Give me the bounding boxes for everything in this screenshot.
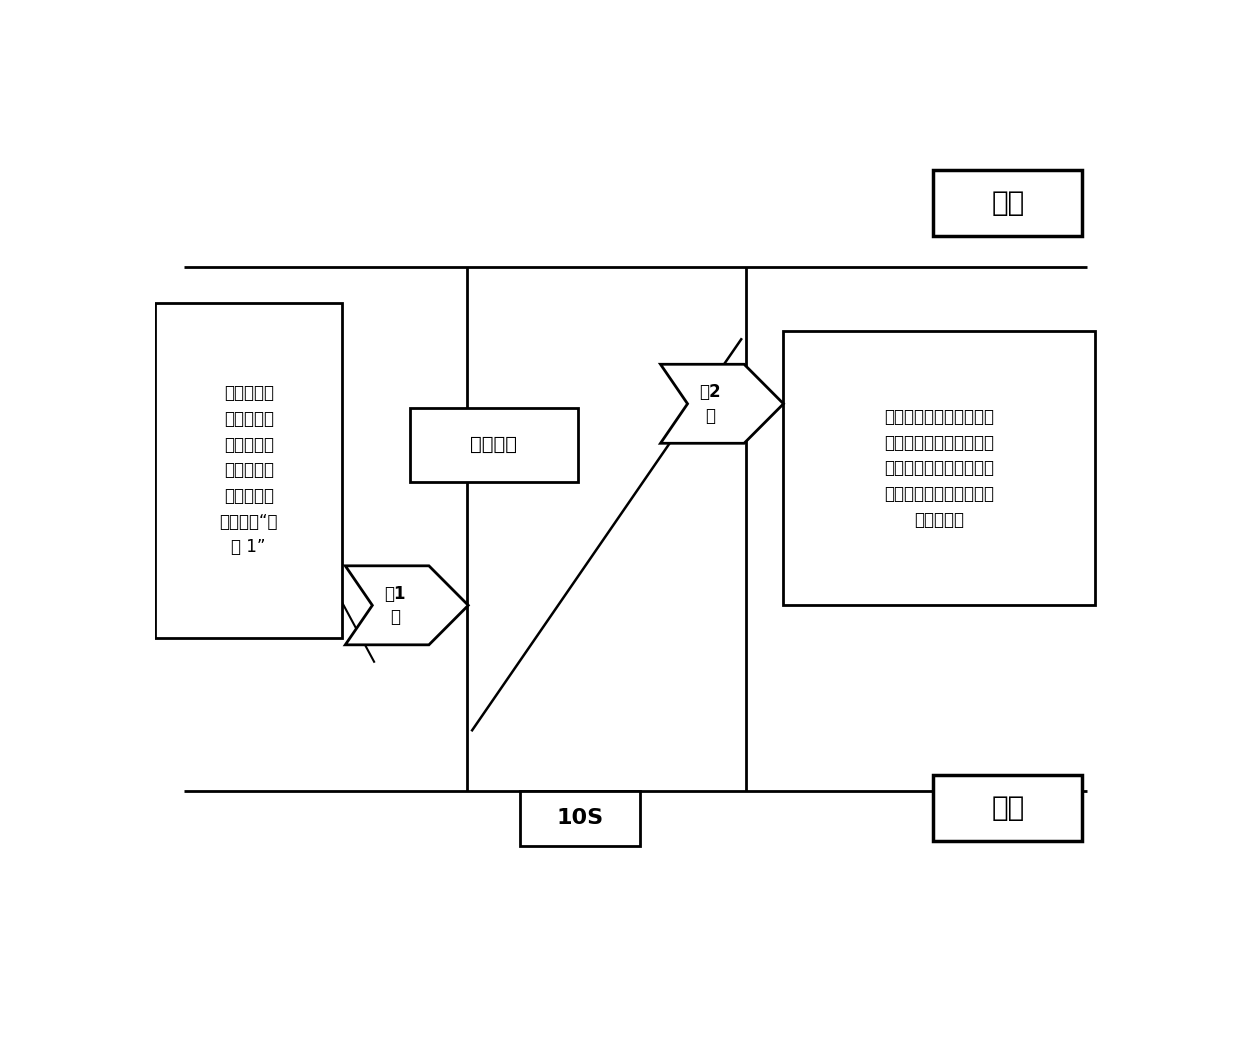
Text: 10S: 10S: [557, 808, 604, 828]
Text: 上限: 上限: [991, 190, 1024, 217]
Text: 在上升趋势前提下，通过
参数１，对比内部数据库
数，调整此刻阀门开度，
即品未达到上限，但进行
关阀门操作: 在上升趋势前提下，通过 参数１，对比内部数据库 数，调整此刻阀门开度， 即品未达…: [884, 408, 993, 529]
Text: 时1
値: 时1 値: [384, 584, 405, 626]
Text: 调整阀门开
度，记录此
时颜色参考
値，温度、
压力等参数
値，记为“参
数 1”: 调整阀门开 度，记录此 时颜色参考 値，温度、 压力等参数 値，记为“参 数 1…: [219, 384, 278, 556]
Text: 上升趋势: 上升趋势: [470, 436, 517, 454]
FancyBboxPatch shape: [782, 331, 1095, 605]
FancyBboxPatch shape: [934, 775, 1083, 841]
FancyBboxPatch shape: [409, 408, 578, 482]
Text: 时2
値: 时2 値: [699, 383, 722, 425]
Polygon shape: [345, 565, 469, 645]
Text: 下限: 下限: [991, 794, 1024, 822]
FancyBboxPatch shape: [521, 790, 640, 846]
Polygon shape: [661, 364, 784, 443]
FancyBboxPatch shape: [155, 303, 342, 638]
FancyBboxPatch shape: [934, 170, 1083, 236]
